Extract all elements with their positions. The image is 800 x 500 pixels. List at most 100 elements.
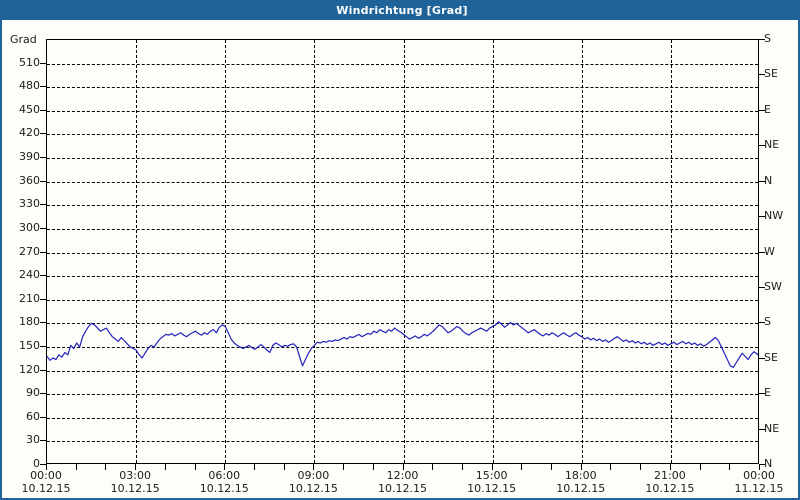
- y-axis-left-tick: [40, 133, 46, 135]
- y-axis-right-tick-label: NE: [764, 138, 780, 152]
- x-axis-date-label: 10.12.15: [645, 482, 695, 495]
- gridline-vertical: [581, 40, 583, 463]
- x-axis-minor-tick: [194, 464, 196, 470]
- x-axis-minor-tick: [640, 464, 642, 470]
- y-axis-right-tick: [759, 74, 765, 76]
- x-axis-tick-label-group: 00:00 11.12.15: [719, 469, 798, 495]
- x-axis-minor-tick: [46, 464, 47, 470]
- y-axis-left-tick: [40, 464, 46, 465]
- y-axis-right-tick: [759, 464, 765, 465]
- y-axis-right-tick: [759, 109, 765, 111]
- y-axis-left-tick: [40, 440, 46, 442]
- y-axis-left-tick-label: 300: [19, 220, 40, 234]
- y-axis-right-tick-label: W: [764, 244, 775, 258]
- x-axis-date-label: 11.12.15: [734, 482, 784, 495]
- y-axis-left-tick-label: 60: [26, 409, 40, 423]
- y-axis-left-tick: [40, 109, 46, 111]
- y-axis-left-tick-label: 420: [19, 126, 40, 140]
- x-axis-minor-tick: [372, 464, 374, 470]
- y-axis-left-tick-label: 480: [19, 79, 40, 93]
- gridline-horizontal: [47, 228, 758, 230]
- y-axis-right-tick-label: NW: [764, 209, 784, 223]
- y-axis-left-tick: [40, 62, 46, 64]
- x-axis-minor-tick: [699, 464, 701, 470]
- x-axis-time-label: 00:00: [743, 469, 775, 482]
- x-axis-minor-tick: [521, 464, 523, 470]
- y-axis-left-tick: [40, 227, 46, 229]
- x-axis-date-label: 10.12.15: [467, 482, 517, 495]
- x-axis-minor-tick: [729, 464, 731, 470]
- gridline-vertical: [492, 40, 494, 463]
- x-axis-minor-tick: [135, 464, 137, 470]
- y-axis-left-tick-label: 150: [19, 338, 40, 352]
- y-axis-right-tick-label: N: [764, 457, 773, 470]
- x-axis-time-label: 09:00: [297, 469, 330, 482]
- y-axis-left-tick: [40, 393, 46, 395]
- gridline-horizontal: [47, 441, 758, 443]
- x-axis-tick-label-group: 09:00 10.12.15: [273, 469, 353, 495]
- x-axis-minor-tick: [669, 464, 671, 470]
- gridline-horizontal: [47, 323, 758, 325]
- x-axis-minor-tick: [759, 464, 760, 470]
- y-axis-left-tick-label: 240: [19, 268, 40, 282]
- x-axis-minor-tick: [402, 464, 404, 470]
- gridline-horizontal: [47, 134, 758, 136]
- gridline-horizontal: [47, 158, 758, 160]
- x-axis-date-label: 10.12.15: [110, 482, 160, 495]
- y-axis-right-tick-label: NE: [764, 421, 780, 435]
- plot-area: [46, 39, 759, 464]
- gridline-horizontal: [47, 370, 758, 372]
- y-axis-left-tick-label: 210: [19, 291, 40, 305]
- y-axis-right-tick-label: SE: [764, 67, 778, 81]
- y-axis-right-tick-label: SE: [764, 350, 778, 364]
- y-axis-right-tick: [759, 251, 765, 253]
- x-axis-minor-tick: [253, 464, 255, 470]
- y-axis-left-tick-label: 270: [19, 244, 40, 258]
- page-title: Windrichtung [Grad]: [336, 4, 468, 17]
- gridline-horizontal: [47, 276, 758, 278]
- x-axis-time-label: 15:00: [475, 469, 508, 482]
- y-axis-left-tick: [40, 369, 46, 371]
- y-axis-left-tick: [40, 157, 46, 159]
- gridline-vertical: [225, 40, 227, 463]
- x-axis-minor-tick: [224, 464, 226, 470]
- y-axis-left-tick: [40, 298, 46, 300]
- y-axis-right-tick: [759, 428, 765, 430]
- gridline-horizontal: [47, 346, 758, 348]
- x-axis-minor-tick: [105, 464, 107, 470]
- y-axis-right-tick: [759, 39, 765, 40]
- gridline-horizontal: [47, 394, 758, 396]
- x-axis-tick-label-group: 21:00 10.12.15: [630, 469, 710, 495]
- chart-canvas: Grad 0 30 60 90 120 150 180 210 240 270 300 330 360 3…: [2, 20, 798, 498]
- x-axis-time-label: 18:00: [564, 469, 597, 482]
- gridline-vertical: [403, 40, 405, 463]
- gridline-horizontal: [47, 417, 758, 419]
- x-axis-minor-tick: [432, 464, 434, 470]
- x-axis-minor-tick: [461, 464, 463, 470]
- y-axis-right-tick-label: E: [764, 386, 771, 400]
- x-axis-tick-label-group: 06:00 10.12.15: [184, 469, 264, 495]
- wind-direction-series-line: [47, 321, 758, 369]
- y-axis-left-tick: [40, 322, 46, 324]
- y-axis-left-tick: [40, 275, 46, 277]
- x-axis-minor-tick: [551, 464, 553, 470]
- y-axis-right-tick: [759, 393, 765, 395]
- y-axis-right-tick: [759, 286, 765, 288]
- y-axis-unit-label: Grad: [10, 33, 37, 46]
- gridline-horizontal: [47, 63, 758, 65]
- y-axis-right-tick: [759, 180, 765, 182]
- x-axis-time-label: 06:00: [208, 469, 241, 482]
- y-axis-right-tick-label: SW: [764, 279, 782, 293]
- gridline-horizontal: [47, 87, 758, 89]
- gridline-horizontal: [47, 181, 758, 183]
- y-axis-left-tick-label: 390: [19, 150, 40, 164]
- y-axis-right-tick-label: S: [764, 315, 771, 329]
- y-axis-right-tick: [759, 145, 765, 147]
- y-axis-left-tick-label: 360: [19, 173, 40, 187]
- x-axis-tick-label-group: 12:00 10.12.15: [363, 469, 443, 495]
- y-axis-left-tick-label: 450: [19, 102, 40, 116]
- y-axis-left-tick: [40, 251, 46, 253]
- x-axis-minor-tick: [313, 464, 315, 470]
- y-axis-right-tick-label: S: [764, 32, 771, 45]
